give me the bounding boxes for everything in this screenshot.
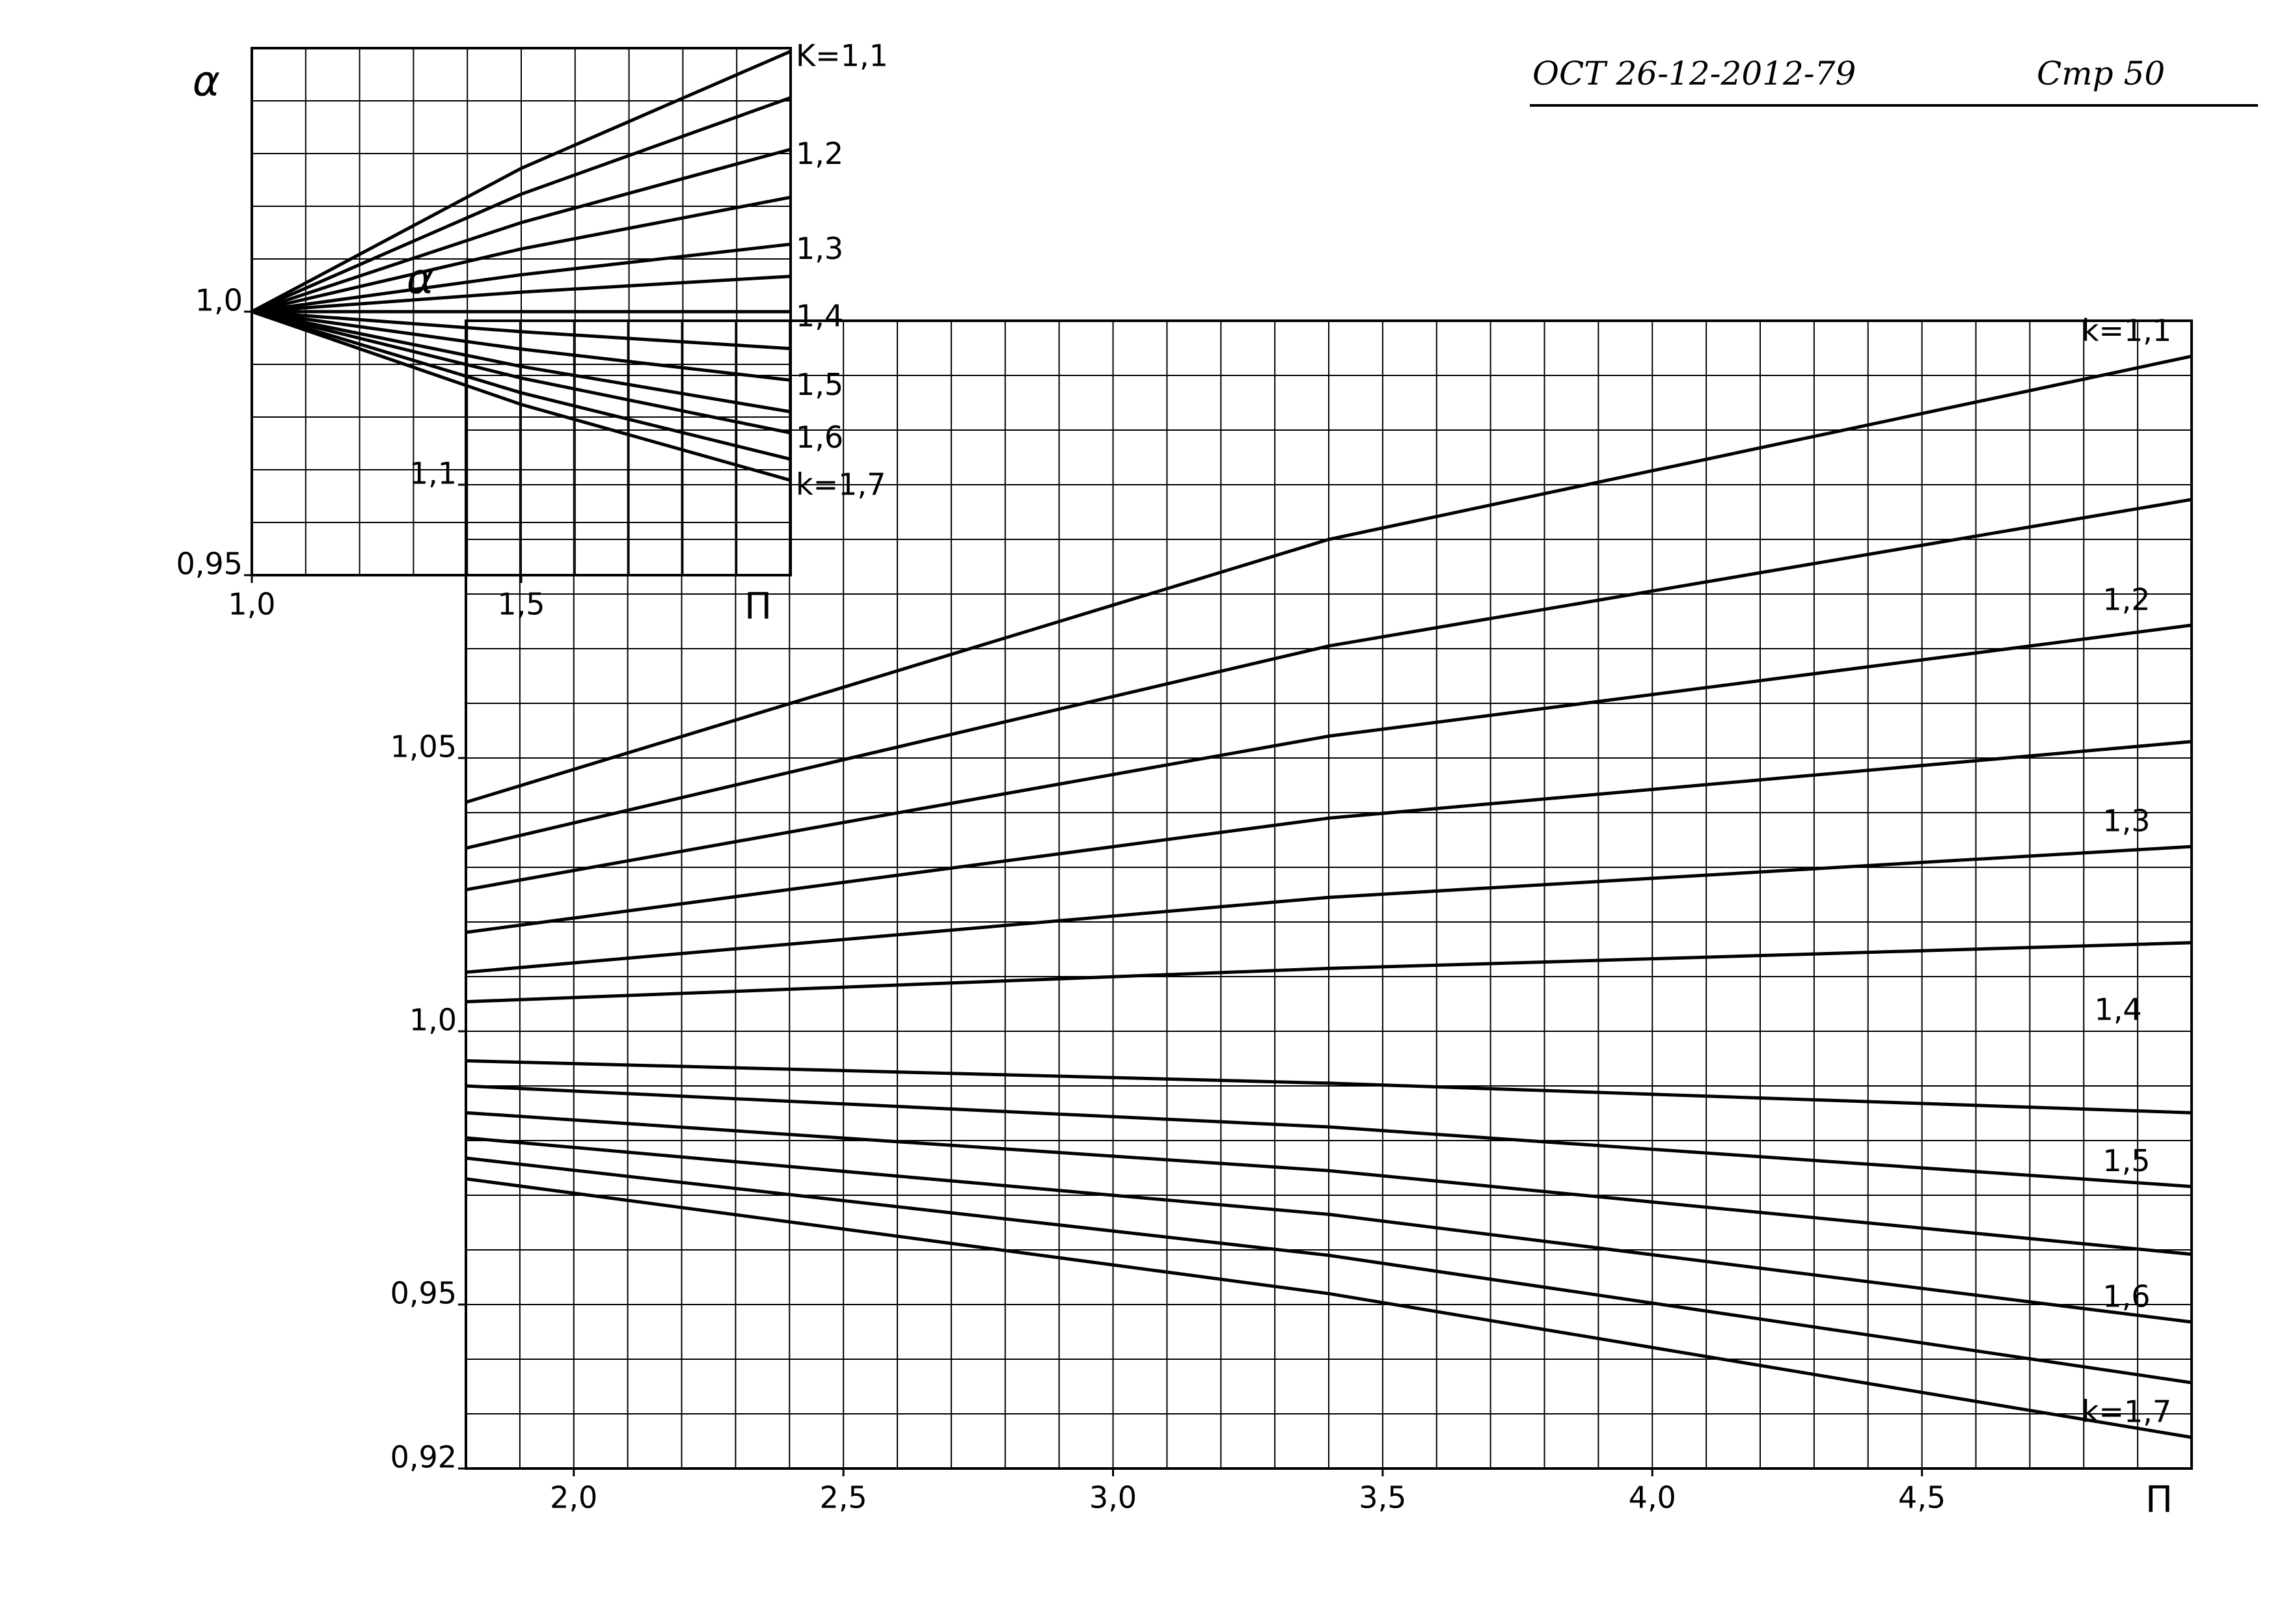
curve	[465, 845, 2192, 974]
x-tick-label: 2,5	[820, 1480, 867, 1515]
y-tick-label: 1,0	[195, 283, 243, 318]
x-tick-label: 4,0	[1629, 1480, 1676, 1515]
annotation: 1,4	[2095, 992, 2142, 1027]
y-tick-label: 0,92	[390, 1440, 457, 1475]
curve-label: 1,4	[796, 299, 843, 334]
curve	[465, 740, 2192, 934]
curve	[251, 148, 791, 314]
plot-frame	[465, 319, 2193, 1470]
x-tick-label: 1,5	[497, 587, 545, 622]
curve	[465, 941, 2192, 1004]
curve-label: 1,2	[2102, 582, 2150, 617]
curve-label: k=1,7	[2082, 1394, 2171, 1429]
curve	[465, 355, 2192, 804]
y-axis-label: α	[193, 58, 220, 106]
curve-label: 1,6	[2102, 1279, 2150, 1314]
curve-label: 1,5	[796, 367, 843, 402]
x-tick-label: 3,5	[1359, 1480, 1406, 1515]
y-axis-label: α	[407, 256, 434, 304]
curve	[465, 1156, 2192, 1385]
curve-label: K=1,1	[796, 38, 888, 73]
curve	[251, 310, 791, 382]
curve	[251, 310, 791, 414]
curve	[465, 1111, 2192, 1256]
curve	[251, 242, 791, 314]
curve-label: 1,5	[2102, 1143, 2150, 1178]
x-tick-label: 4,5	[1898, 1480, 1946, 1515]
curve	[251, 96, 791, 314]
curve-label: k=1,1	[2082, 313, 2171, 348]
y-tick-label: 1,1	[409, 456, 457, 491]
y-tick-label: 0,95	[176, 547, 243, 582]
curve	[465, 1136, 2192, 1324]
curve	[251, 310, 791, 461]
x-axis-label: П	[2145, 1479, 2173, 1521]
y-tick-label: 1,0	[409, 1003, 457, 1038]
curve-label: 1,2	[796, 136, 843, 171]
curve	[251, 275, 791, 314]
curve	[465, 498, 2192, 850]
curve	[465, 1059, 2192, 1115]
curve-label: 1,6	[796, 420, 843, 455]
curve	[251, 195, 791, 314]
page-number: Стр 50	[2037, 55, 2165, 92]
curve	[465, 1177, 2192, 1439]
curve	[251, 310, 791, 482]
x-tick-label: 1,0	[228, 587, 275, 622]
y-tick-label: 1,05	[390, 729, 457, 765]
curve	[251, 49, 791, 314]
x-tick-label: 3,0	[1089, 1480, 1137, 1515]
curve	[465, 1084, 2192, 1189]
curve-label: 1,3	[2102, 804, 2150, 839]
x-tick-label: 2,0	[550, 1480, 597, 1515]
y-tick-label: 0,95	[390, 1276, 457, 1311]
x-axis-label: П	[744, 586, 772, 628]
curve	[251, 310, 791, 435]
curve-label: 1,3	[796, 231, 843, 266]
curve	[465, 623, 2192, 891]
document-code: ОСТ 26-12-2012-79	[1532, 55, 1856, 92]
curve	[251, 310, 791, 351]
